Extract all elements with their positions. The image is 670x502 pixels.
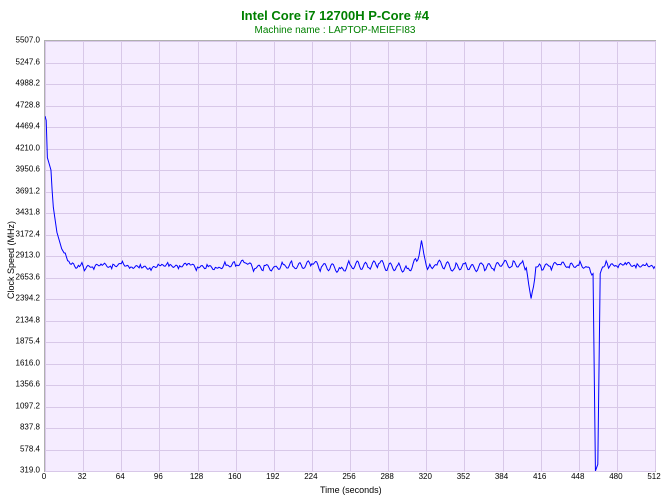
y-tick-label: 2913.0 xyxy=(0,251,40,260)
y-tick-label: 2653.6 xyxy=(0,272,40,281)
y-tick-label: 1875.4 xyxy=(0,337,40,346)
x-tick-label: 160 xyxy=(228,472,241,481)
x-tick-label: 512 xyxy=(647,472,660,481)
plot-area xyxy=(44,40,656,472)
y-tick-label: 4469.4 xyxy=(0,122,40,131)
chart-subtitle: Machine name : LAPTOP-MEIEFI83 xyxy=(0,23,670,36)
x-tick-label: 0 xyxy=(42,472,46,481)
y-tick-label: 4728.8 xyxy=(0,100,40,109)
y-tick-label: 5507.0 xyxy=(0,36,40,45)
y-tick-label: 1097.2 xyxy=(0,401,40,410)
y-tick-label: 3950.6 xyxy=(0,165,40,174)
y-tick-label: 5247.6 xyxy=(0,57,40,66)
x-tick-label: 480 xyxy=(609,472,622,481)
x-tick-label: 96 xyxy=(154,472,163,481)
x-axis-title: Time (seconds) xyxy=(320,485,382,495)
x-tick-label: 64 xyxy=(116,472,125,481)
x-tick-label: 192 xyxy=(266,472,279,481)
y-tick-label: 2394.2 xyxy=(0,294,40,303)
x-tick-label: 256 xyxy=(342,472,355,481)
chart-title: Intel Core i7 12700H P-Core #4 xyxy=(0,0,670,23)
y-tick-label: 4210.0 xyxy=(0,143,40,152)
x-tick-label: 384 xyxy=(495,472,508,481)
x-tick-label: 320 xyxy=(419,472,432,481)
y-tick-label: 837.8 xyxy=(0,423,40,432)
y-tick-label: 3431.8 xyxy=(0,208,40,217)
x-tick-label: 32 xyxy=(78,472,87,481)
data-series-line xyxy=(45,41,655,471)
x-tick-label: 224 xyxy=(304,472,317,481)
x-tick-label: 288 xyxy=(380,472,393,481)
x-tick-label: 416 xyxy=(533,472,546,481)
y-tick-label: 3172.4 xyxy=(0,229,40,238)
y-tick-label: 1356.6 xyxy=(0,380,40,389)
x-tick-label: 352 xyxy=(457,472,470,481)
y-tick-label: 4988.2 xyxy=(0,79,40,88)
y-tick-label: 319.0 xyxy=(0,466,40,475)
x-tick-label: 128 xyxy=(190,472,203,481)
y-tick-label: 1616.0 xyxy=(0,358,40,367)
y-tick-label: 3691.2 xyxy=(0,186,40,195)
chart-container: Intel Core i7 12700H P-Core #4 Machine n… xyxy=(0,0,670,502)
x-tick-label: 448 xyxy=(571,472,584,481)
y-tick-label: 2134.8 xyxy=(0,315,40,324)
y-tick-label: 578.4 xyxy=(0,444,40,453)
